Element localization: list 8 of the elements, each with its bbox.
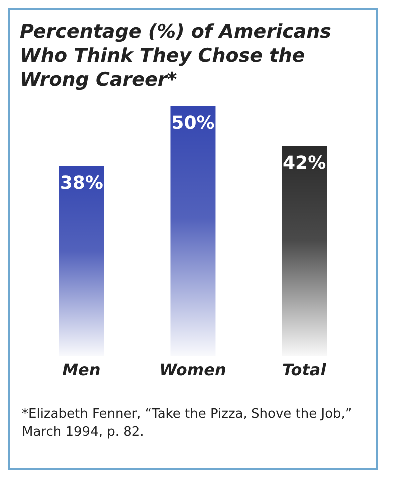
data-label: 42% [283,152,326,174]
text: *Elizabeth Fenner, “Take the Pizza, Shove the Job,” March 1994, p. 82. [22,406,354,442]
x-tick-label: Men [62,360,101,380]
chart-title: Percentage (%) of Americans Who Think They Chose the Wrong Career* [20,20,332,92]
data-label: 50% [172,112,215,134]
x-tick-label: Women [160,360,226,380]
data-label: 38% [60,172,104,194]
x-tick-label: Total [282,360,327,380]
